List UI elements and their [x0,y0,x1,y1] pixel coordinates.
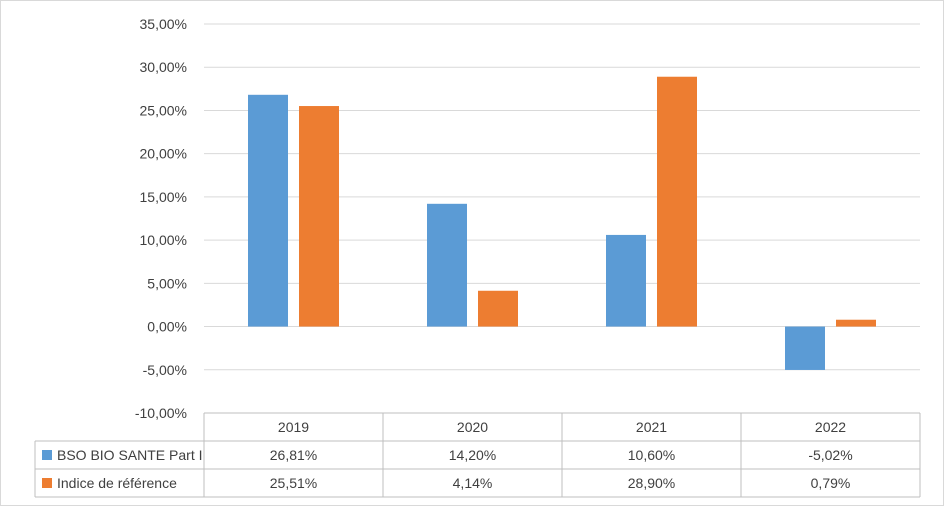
bar-benchmark-2020 [478,290,518,327]
x-tick-label: 2022 [815,419,846,435]
y-tick-label: 10,00% [140,232,187,248]
x-tick-label: 2020 [457,419,488,435]
y-axis-tick-labels: 35,00% 30,00% 25,00% 20,00% 15,00% 10,00% 5,00… [135,16,187,421]
y-tick-label: 20,00% [140,146,187,162]
legend-swatch [42,478,52,488]
legend-label: Indice de référence [57,475,177,491]
bar-fund-2022 [785,326,825,370]
y-tick-label: 30,00% [140,59,187,75]
data-label: 10,60% [628,447,675,463]
data-label: -5,02% [808,447,852,463]
y-tick-label: 0,00% [147,319,187,335]
data-label: 25,51% [270,475,317,491]
x-tick-label: 2019 [278,419,309,435]
bar-benchmark-2022 [836,319,876,327]
data-label: 4,14% [453,475,493,491]
y-tick-label: 35,00% [140,16,187,32]
data-label: 26,81% [270,447,317,463]
data-label: 14,20% [449,447,496,463]
data-label: 0,79% [811,475,851,491]
data-table: 2019 2020 2021 2022 BSO BIO SANTE Part I 26,8… [34,412,921,498]
y-tick-label: -5,00% [143,362,187,378]
bar-benchmark-2021 [657,76,697,327]
y-tick-label: 5,00% [147,275,187,291]
legend-label: BSO BIO SANTE Part I [57,447,202,463]
y-tick-label: -10,00% [135,405,187,421]
data-label: 28,90% [628,475,675,491]
y-tick-label: 25,00% [140,102,187,118]
x-tick-label: 2021 [636,419,667,435]
y-tick-label: 15,00% [140,189,187,205]
legend-swatch [42,450,52,460]
bar-benchmark-2019 [299,106,339,327]
bar-fund-2020 [427,203,467,327]
bar-fund-2019 [248,94,288,327]
bars [248,76,876,370]
bar-fund-2021 [606,234,646,327]
